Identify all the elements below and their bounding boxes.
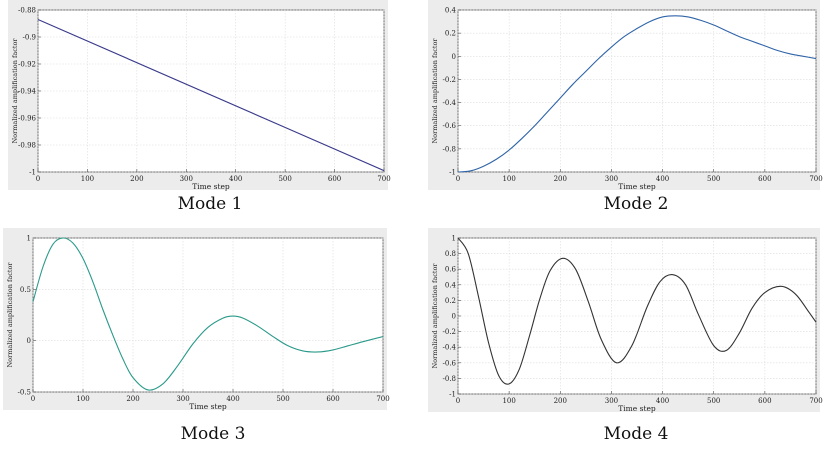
- x-tick-label: 600: [758, 397, 771, 405]
- x-tick-label: 0: [31, 395, 35, 403]
- y-tick-label: 0: [452, 313, 456, 321]
- series-line: [457, 15, 817, 173]
- x-tick-label: 400: [656, 397, 669, 405]
- y-tick-label: -0.2: [443, 328, 457, 336]
- x-tick-label: 300: [180, 175, 193, 183]
- x-tick-label: 200: [554, 397, 567, 405]
- y-tick-label: -1: [449, 169, 456, 177]
- chart-panel-mode-2: 0 100 200 300 400 500 600 700 -1 -0.8 -0.6 -0.4 -0.2…: [428, 0, 823, 191]
- x-tick-label: 100: [81, 175, 94, 183]
- plot-area: [32, 237, 384, 393]
- y-axis-label: Normalized amplification factor: [431, 38, 439, 144]
- x-tick-label: 200: [126, 395, 139, 403]
- caption-mode-3: Mode 3: [180, 424, 246, 444]
- y-tick-label: -0.8: [443, 375, 457, 383]
- chart-svg: 0 100 200 300 400 500 600 700 -1 -0.8 -0.6 -0.4 -0.2…: [428, 0, 823, 191]
- y-tick-label: -0.98: [18, 142, 36, 150]
- series-line: [457, 237, 817, 385]
- y-tick-label: -0.96: [18, 115, 36, 123]
- y-tick-label: 0.4: [445, 281, 457, 289]
- chart-panel-mode-4: 0 100 200 300 400 500 600 700 -1 -0.8 -0.6 -0.4 -0.2…: [428, 228, 823, 413]
- x-tick-label: 500: [276, 395, 289, 403]
- y-tick-label: 0.4: [445, 7, 457, 15]
- y-tick-label: 0.8: [445, 250, 456, 258]
- x-tick-label: 0: [456, 397, 460, 405]
- y-axis-label: Normalized amplification factor: [11, 38, 19, 144]
- x-tick-label: 500: [707, 397, 720, 405]
- x-axis-label: Time step: [618, 182, 656, 191]
- chart-svg: 0 100 200 300 400 500 600 700 -1 -0.98 -0.96 -0.94 -…: [8, 0, 391, 191]
- caption-mode-1: Mode 1: [177, 194, 243, 214]
- x-tick-label: 600: [326, 395, 339, 403]
- chart-svg: 0 100 200 300 400 500 600 700 -1 -0.8 -0.6 -0.4 -0.2…: [428, 228, 823, 413]
- series-line: [32, 237, 384, 391]
- x-tick-label: 300: [605, 175, 618, 183]
- y-tick-label: 0.2: [445, 30, 456, 38]
- y-tick-label: 0: [27, 337, 31, 345]
- y-axis-label: Normalized amplification factor: [431, 263, 439, 369]
- x-tick-label: 200: [554, 175, 567, 183]
- x-tick-label: 200: [130, 175, 143, 183]
- x-tick-label: 500: [278, 175, 291, 183]
- y-tick-label: 1: [452, 235, 456, 243]
- x-tick-label: 300: [605, 397, 618, 405]
- y-tick-label: -0.8: [443, 145, 457, 153]
- chart-panel-mode-3: 0 100 200 300 400 500 600 700 -0.5 0 0.5 1 Time step…: [3, 228, 390, 411]
- x-tick-label: 0: [36, 175, 40, 183]
- y-tick-label: -0.9: [23, 34, 37, 42]
- y-tick-label: -0.6: [443, 359, 457, 367]
- x-tick-label: 100: [502, 397, 515, 405]
- x-tick-label: 100: [76, 395, 89, 403]
- x-axis-label: Time step: [192, 182, 230, 191]
- x-tick-label: 700: [377, 175, 390, 183]
- plot-area: [457, 9, 817, 173]
- caption-mode-4: Mode 4: [603, 424, 669, 444]
- y-tick-label: 1: [27, 235, 31, 243]
- x-tick-label: 600: [328, 175, 341, 183]
- y-tick-label: -0.2: [443, 76, 457, 84]
- y-tick-label: 0.2: [445, 297, 456, 305]
- y-tick-label: -1: [449, 391, 456, 399]
- chart-panel-mode-1: 0 100 200 300 400 500 600 700 -1 -0.98 -0.96 -0.94 -…: [8, 0, 391, 191]
- y-tick-label: 0.6: [445, 266, 457, 274]
- y-tick-label: -1: [29, 169, 36, 177]
- x-tick-label: 600: [758, 175, 771, 183]
- x-tick-label: 500: [707, 175, 720, 183]
- y-axis-label: Normalized amplification factor: [6, 262, 14, 368]
- x-tick-label: 0: [456, 175, 460, 183]
- x-tick-label: 700: [376, 395, 389, 403]
- x-tick-label: 300: [176, 395, 189, 403]
- x-tick-label: 100: [502, 175, 515, 183]
- x-axis-label: Time step: [189, 402, 227, 411]
- y-tick-label: -0.4: [443, 344, 457, 352]
- y-tick-label: -0.5: [18, 389, 32, 397]
- x-tick-label: 400: [229, 175, 242, 183]
- series-line: [37, 18, 385, 172]
- y-tick-label: 0: [452, 53, 456, 61]
- x-axis-label: Time step: [618, 404, 656, 413]
- caption-mode-2: Mode 2: [603, 194, 669, 214]
- y-tick-label: -0.6: [443, 122, 457, 130]
- x-tick-label: 400: [656, 175, 669, 183]
- y-tick-label: -0.92: [18, 61, 36, 69]
- x-tick-label: 700: [809, 397, 822, 405]
- x-tick-label: 400: [226, 395, 239, 403]
- y-tick-label: 0.5: [20, 286, 31, 294]
- y-tick-label: -0.94: [18, 88, 36, 96]
- x-tick-label: 700: [809, 175, 822, 183]
- y-tick-label: -0.4: [443, 99, 457, 107]
- y-tick-label: -0.88: [18, 7, 36, 15]
